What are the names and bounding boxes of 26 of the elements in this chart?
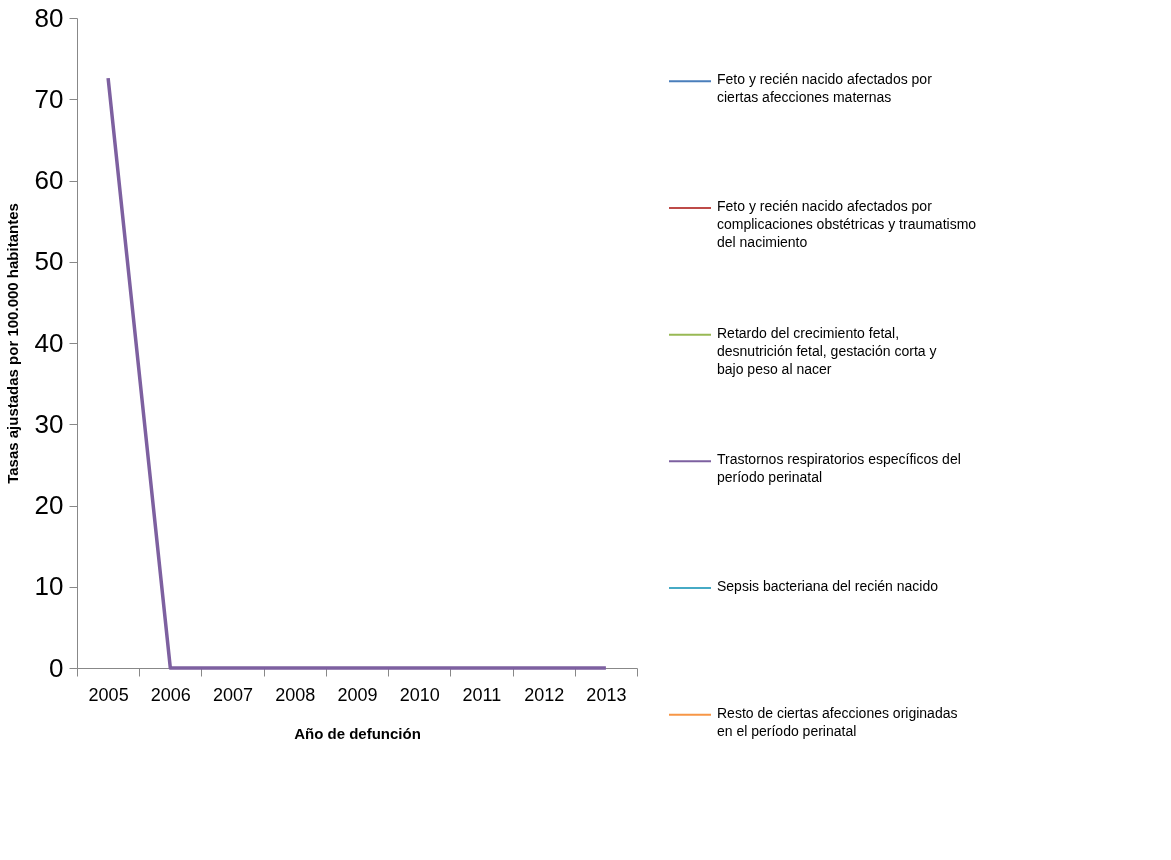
y-tick-label: 60 (34, 165, 64, 195)
y-tick-label: 50 (34, 246, 64, 277)
legend-label: Feto y recién nacido afectados por ciertas afecciones maternas (717, 71, 933, 106)
x-tick-label: 2012 (524, 684, 565, 705)
legend-label: Sepsis bacteriana del recién nacido (717, 578, 939, 594)
x-axis-title: Año de defunción (294, 724, 421, 742)
y-tick-label: 30 (34, 408, 64, 439)
legend-label: Trastornos respiratorios específicos del período perinatal (717, 451, 961, 486)
y-tick-label: 40 (34, 327, 64, 358)
x-tick-label: 2007 (213, 684, 254, 705)
y-tick-label: 80 (34, 2, 64, 33)
y-tick-label: 20 (34, 490, 64, 520)
x-tick-label: 2011 (462, 684, 502, 705)
y-tick-label: 0 (49, 652, 64, 683)
y-tick-label: 70 (34, 83, 64, 114)
y-tick-label: 10 (34, 571, 64, 602)
x-tick-label: 2010 (399, 684, 440, 705)
x-tick-label: 2009 (337, 684, 378, 705)
legend-label: Feto y recién nacido afectados por complicaciones obstétricas y traumatismo del nacimiento (717, 198, 977, 250)
y-axis-title: Tasas ajustadas por 100.000 habitantes (3, 203, 21, 484)
x-tick-label: 2013 (586, 684, 627, 705)
x-tick-label: 2005 (88, 684, 129, 705)
x-tick-label: 2008 (275, 684, 316, 705)
legend-label: Retardo del crecimiento fetal, desnutrición fetal, gestación corta y bajo peso al nacer (717, 324, 937, 377)
legend-label: Resto de ciertas afecciones originadas en el período perinatal (717, 704, 958, 739)
x-tick-label: 2006 (150, 684, 191, 705)
